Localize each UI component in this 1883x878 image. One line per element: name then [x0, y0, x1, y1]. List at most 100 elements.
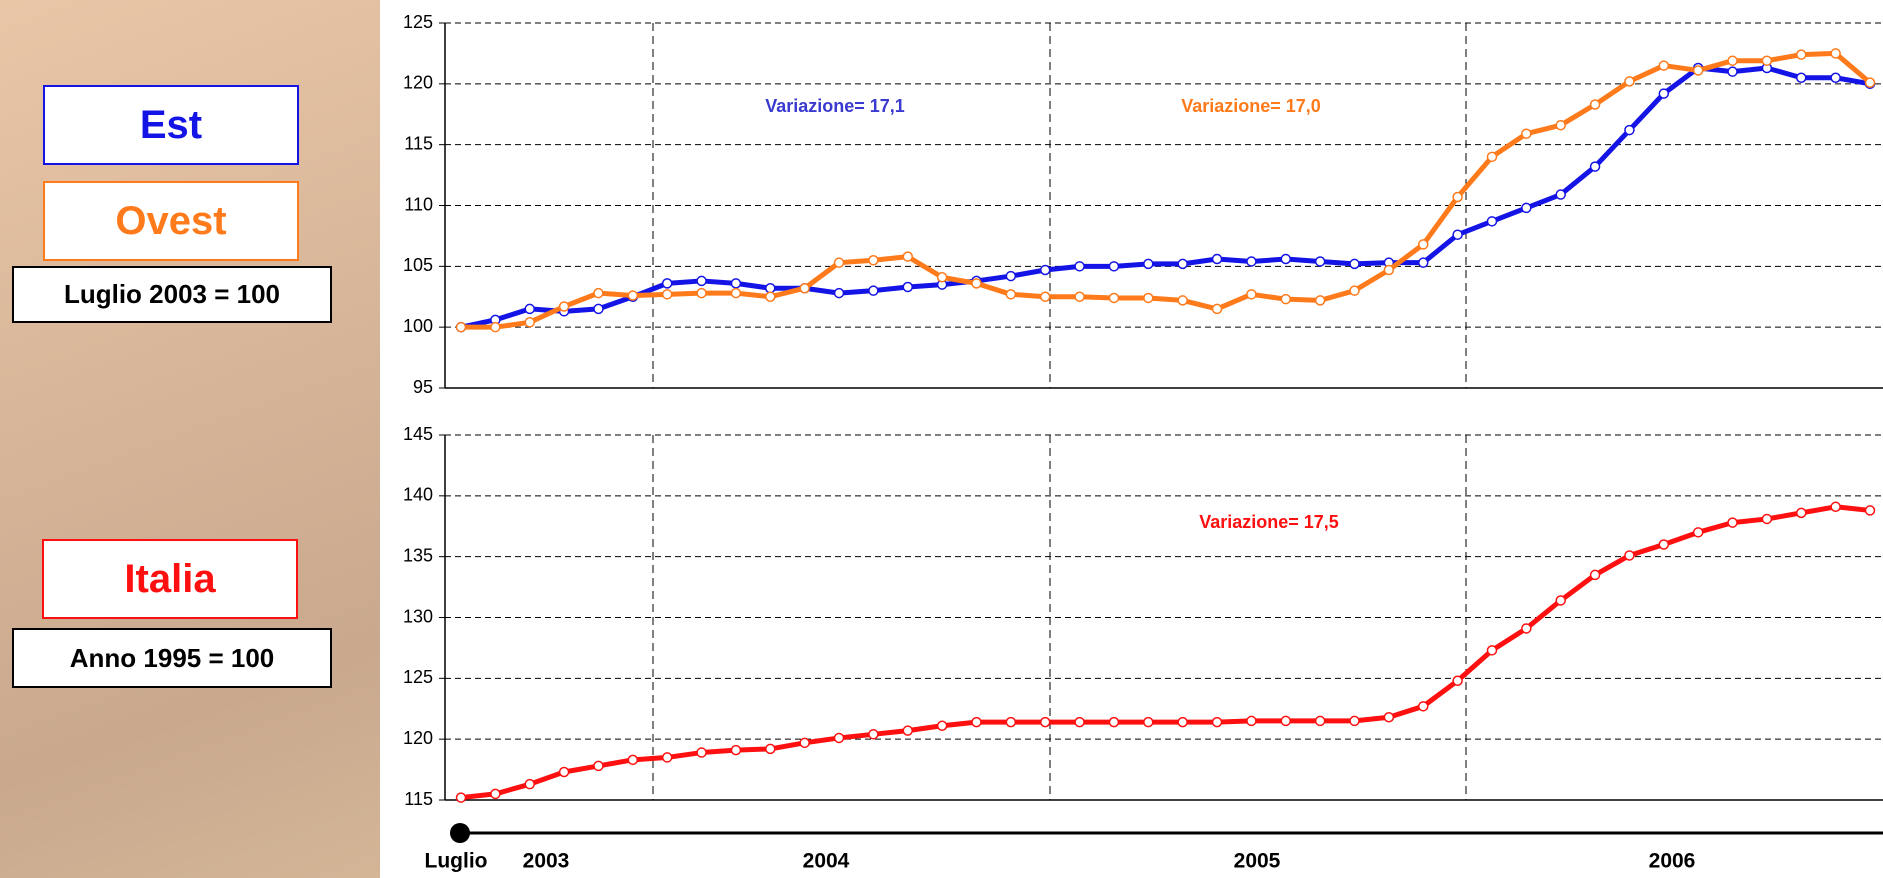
point [560, 768, 569, 777]
y-tick-label: 115 [404, 789, 433, 809]
point [1247, 716, 1256, 725]
point [869, 256, 878, 265]
y-tick-label: 110 [404, 194, 433, 214]
point [663, 753, 672, 762]
point [1797, 73, 1806, 82]
point [1350, 259, 1359, 268]
point [1487, 646, 1496, 655]
y-tick-label: 125 [403, 667, 433, 687]
y-tick-label: 95 [413, 377, 433, 397]
point [457, 793, 466, 802]
annotation: Variazione= 17,1 [765, 96, 905, 116]
point [1144, 718, 1153, 727]
y-tick-label: 105 [403, 255, 433, 275]
point [1350, 286, 1359, 295]
point [1659, 540, 1668, 549]
point [1419, 702, 1428, 711]
point [731, 289, 740, 298]
point [525, 304, 534, 313]
y-tick-label: 115 [404, 133, 433, 153]
point [1556, 596, 1565, 605]
time-label: 2006 [1649, 850, 1696, 873]
point [1694, 528, 1703, 537]
point [1419, 240, 1428, 249]
time-label: 2003 [523, 850, 570, 873]
point [800, 738, 809, 747]
plot-background [380, 0, 1883, 878]
y-tick-label: 120 [403, 728, 433, 748]
point [869, 286, 878, 295]
point [1831, 73, 1840, 82]
point [1694, 66, 1703, 75]
point [663, 290, 672, 299]
point [1006, 290, 1015, 299]
point [1384, 713, 1393, 722]
y-tick-label: 120 [403, 73, 433, 93]
annotation: Variazione= 17,5 [1199, 512, 1339, 532]
point [1041, 718, 1050, 727]
y-tick-label: 140 [403, 485, 433, 505]
point [1487, 152, 1496, 161]
point [1144, 293, 1153, 302]
page: Est Ovest Luglio 2003 = 100 Italia Anno … [0, 0, 1883, 878]
point [1041, 292, 1050, 301]
y-tick-label: 100 [403, 316, 433, 336]
point [1728, 67, 1737, 76]
point [731, 279, 740, 288]
point [835, 733, 844, 742]
point [1075, 292, 1084, 301]
point [697, 289, 706, 298]
point [1213, 255, 1222, 264]
y-tick-label: 125 [403, 12, 433, 32]
point [766, 284, 775, 293]
point [1006, 272, 1015, 281]
point [1281, 295, 1290, 304]
point [594, 761, 603, 770]
point [938, 273, 947, 282]
point [1625, 551, 1634, 560]
point [594, 289, 603, 298]
point [1419, 258, 1428, 267]
point [1831, 502, 1840, 511]
point [1178, 296, 1187, 305]
point [1625, 77, 1634, 86]
point [1281, 716, 1290, 725]
point [1522, 624, 1531, 633]
chart: 95 100 105 110 115 120 125 Variazione= 17,1 Vari… [0, 0, 1883, 878]
point [1728, 518, 1737, 527]
point [1247, 257, 1256, 266]
point [731, 746, 740, 755]
point [628, 291, 637, 300]
point [1866, 506, 1875, 515]
point [1453, 192, 1462, 201]
point [903, 283, 912, 292]
point [766, 292, 775, 301]
point [1556, 121, 1565, 130]
point [1831, 49, 1840, 58]
point [697, 748, 706, 757]
point [560, 302, 569, 311]
timeline-start [450, 823, 470, 843]
point [869, 730, 878, 739]
annotation: Variazione= 17,0 [1181, 96, 1321, 116]
time-label: 2004 [803, 850, 850, 873]
point [903, 252, 912, 261]
point [1144, 259, 1153, 268]
point [972, 279, 981, 288]
point [800, 284, 809, 293]
point [1213, 304, 1222, 313]
point [1109, 718, 1118, 727]
point [1316, 257, 1325, 266]
point [1762, 514, 1771, 523]
point [1350, 716, 1359, 725]
point [1522, 203, 1531, 212]
point [1556, 190, 1565, 199]
point [1487, 217, 1496, 226]
point [1006, 718, 1015, 727]
point [1316, 716, 1325, 725]
point [457, 323, 466, 332]
time-label: 2005 [1234, 850, 1281, 873]
point [1178, 718, 1187, 727]
point [1797, 508, 1806, 517]
y-tick-label: 145 [403, 424, 433, 444]
